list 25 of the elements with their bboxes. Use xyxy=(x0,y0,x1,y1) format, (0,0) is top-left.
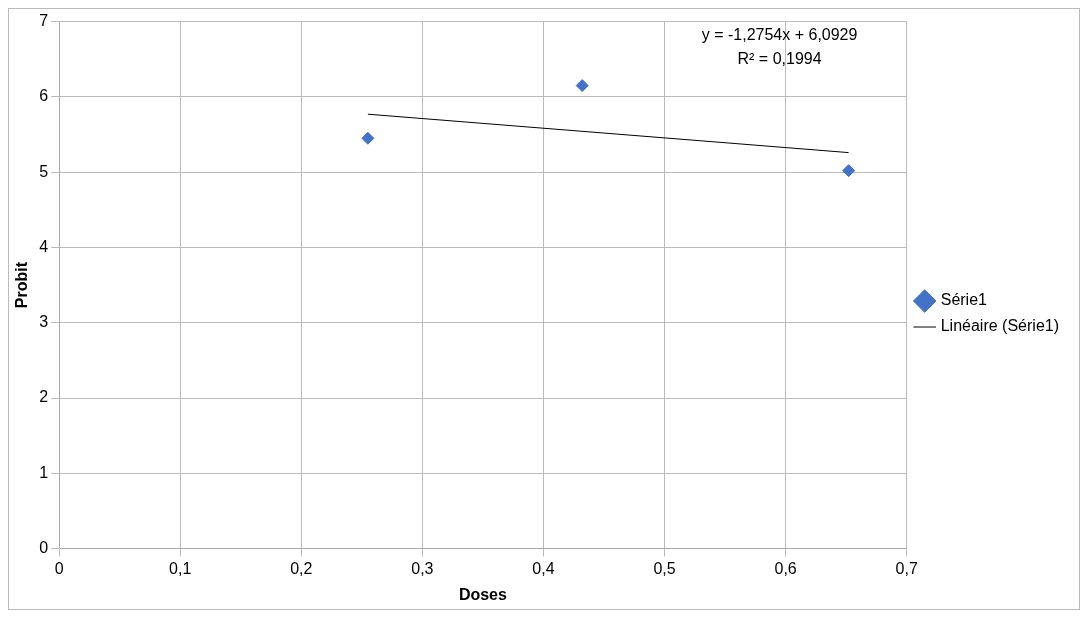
y-tick-label: 3 xyxy=(39,313,49,331)
x-tick-label: 0,3 xyxy=(411,559,434,577)
y-tick-label: 7 xyxy=(39,12,49,30)
x-tick-label: 0,7 xyxy=(895,559,918,577)
y-tick-label: 5 xyxy=(39,162,49,180)
y-tick-label: 1 xyxy=(39,463,49,481)
point xyxy=(361,131,375,145)
point xyxy=(842,164,856,178)
x-tick-label: 0,5 xyxy=(653,559,676,577)
annotation: y = -1,2754x + 6,0929 xyxy=(701,26,858,44)
x-tick-label: 0,6 xyxy=(774,559,797,577)
x-axis-title: Doses xyxy=(458,585,508,603)
point xyxy=(575,79,589,93)
y-tick-label: 4 xyxy=(39,237,49,255)
legend-label: Linéaire (Série1) xyxy=(940,317,1059,335)
y-tick-label: 0 xyxy=(39,539,49,557)
legend-label: Série1 xyxy=(940,291,988,309)
x-tick-label: 0 xyxy=(54,559,64,577)
y-tick-label: 6 xyxy=(39,87,49,105)
annotation: R² = 0,1994 xyxy=(737,50,822,68)
x-tick-label: 0,1 xyxy=(169,559,192,577)
y-axis-title: Probit xyxy=(13,261,31,309)
x-tick-label: 0,2 xyxy=(290,559,313,577)
y-tick-label: 2 xyxy=(39,388,49,406)
x-tick-label: 0,4 xyxy=(532,559,555,577)
